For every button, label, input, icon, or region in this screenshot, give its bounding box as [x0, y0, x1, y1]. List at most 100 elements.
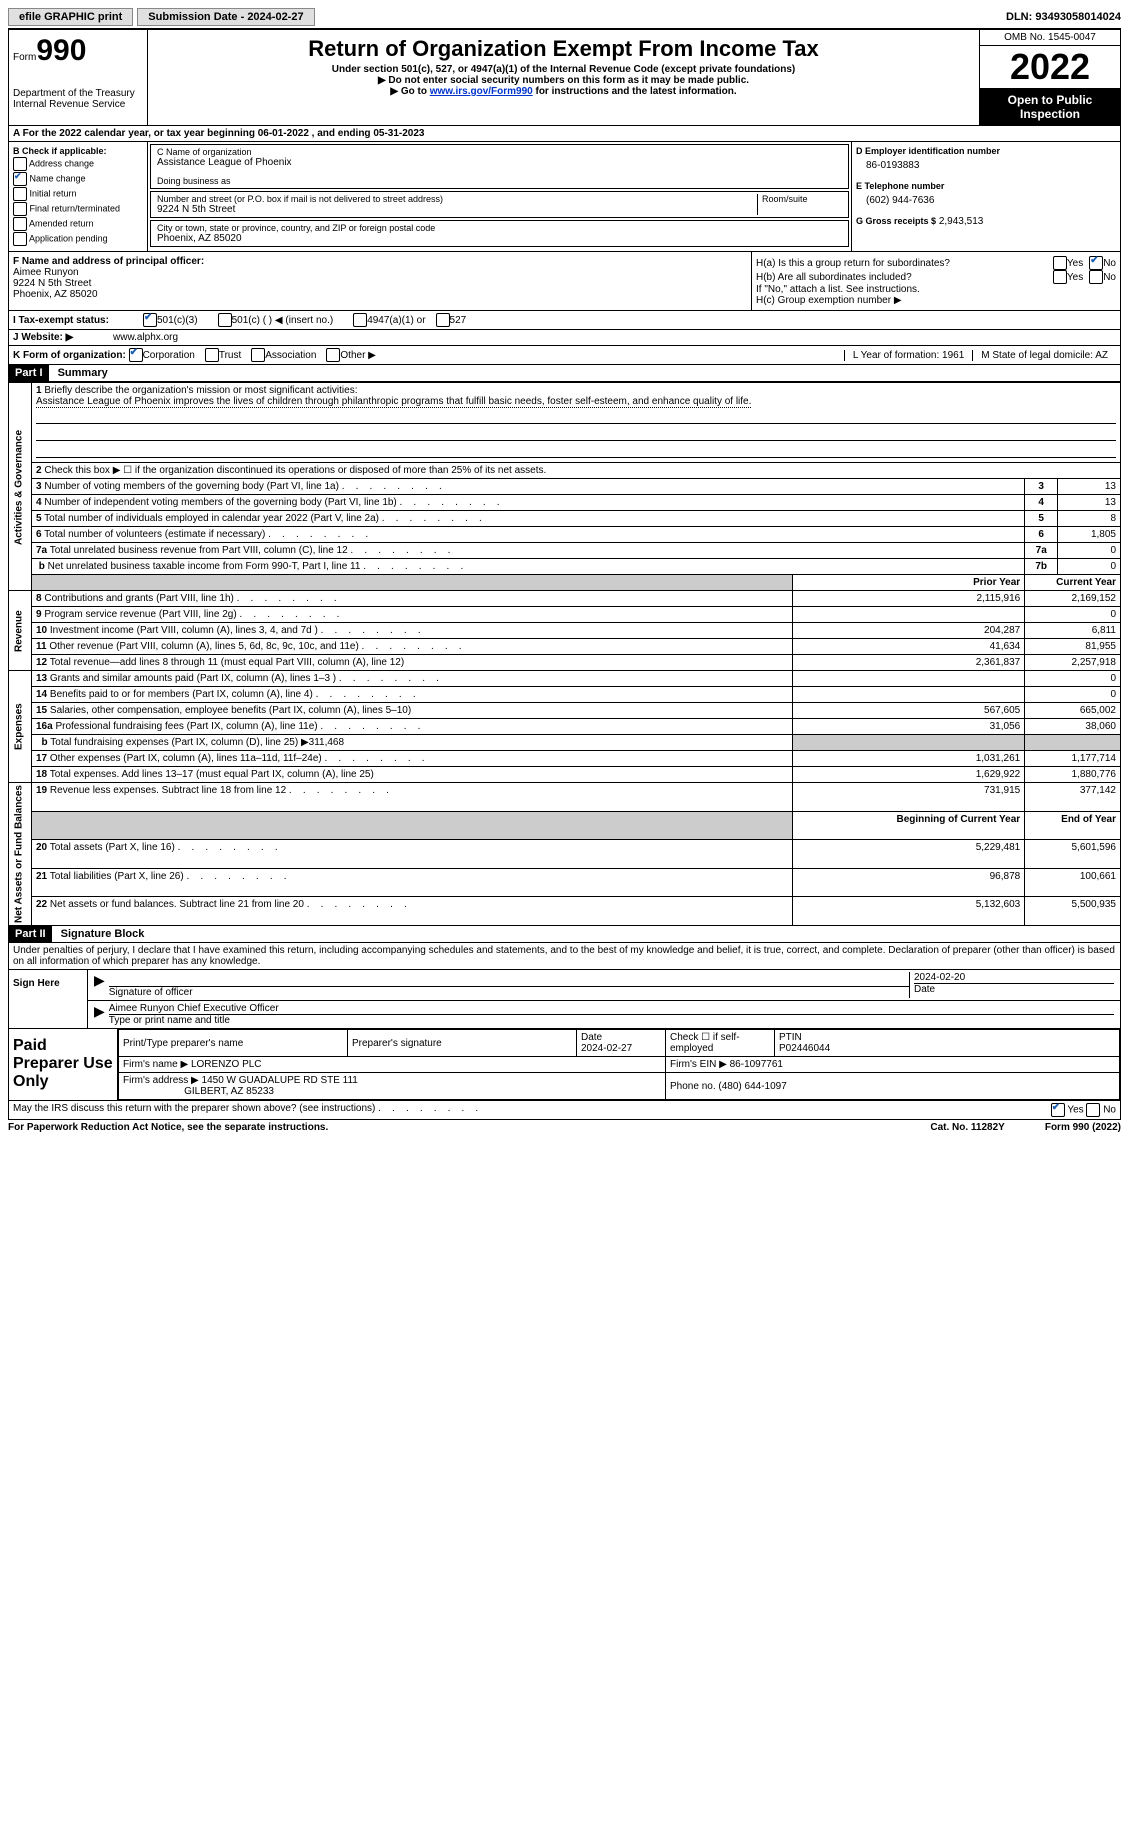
line12-label: Total revenue—add lines 8 through 11 (mu… [50, 657, 404, 668]
col-c-name-address: C Name of organization Assistance League… [148, 142, 851, 251]
line19-prior: 731,915 [792, 783, 1024, 812]
hb-yes-checkbox[interactable] [1053, 270, 1067, 284]
line8-label: Contributions and grants (Part VIII, lin… [44, 593, 336, 604]
discuss-label: May the IRS discuss this return with the… [13, 1103, 478, 1117]
amended-return-checkbox[interactable] [13, 217, 27, 231]
application-pending-checkbox[interactable] [13, 232, 27, 246]
part1-title: Summary [52, 367, 108, 379]
m-state-domicile: M State of legal domicile: AZ [972, 350, 1116, 361]
line20-prior: 5,229,481 [792, 840, 1024, 869]
amended-return-label: Amended return [29, 218, 94, 228]
gross-receipts-value: 2,943,513 [939, 216, 984, 227]
initial-return-label: Initial return [30, 188, 77, 198]
part1-header: Part I Summary [8, 365, 1121, 382]
ha-label: H(a) Is this a group return for subordin… [756, 258, 1053, 269]
firm-ein-value: 86-1097761 [730, 1059, 783, 1070]
line18-current: 1,880,776 [1025, 767, 1121, 783]
firm-addr-label: Firm's address ▶ [123, 1075, 199, 1086]
hb-no-checkbox[interactable] [1089, 270, 1103, 284]
line22-label: Net assets or fund balances. Subtract li… [50, 899, 407, 910]
line6-value: 1,805 [1058, 527, 1121, 543]
line13-label: Grants and similar amounts paid (Part IX… [50, 673, 439, 684]
officer-addr1: 9224 N 5th Street [13, 278, 747, 289]
firm-phone-value: (480) 644-1097 [718, 1081, 786, 1092]
phone-value: (602) 944-7636 [856, 191, 1116, 216]
line18-label: Total expenses. Add lines 13–17 (must eq… [50, 769, 374, 780]
go-suffix: for instructions and the latest informat… [533, 86, 737, 97]
form-title: Return of Organization Exempt From Incom… [152, 36, 975, 62]
line3-label: Number of voting members of the governin… [44, 481, 441, 492]
discuss-yes-checkbox[interactable] [1051, 1103, 1065, 1117]
hb-no-label: No [1103, 272, 1116, 283]
527-checkbox[interactable] [436, 313, 450, 327]
hb-note: If "No," attach a list. See instructions… [756, 284, 1116, 295]
final-return-checkbox[interactable] [13, 202, 27, 216]
line11-prior: 41,634 [792, 639, 1024, 655]
form990-link[interactable]: www.irs.gov/Form990 [430, 86, 533, 97]
ha-no-checkbox[interactable] [1089, 256, 1103, 270]
form-header: Form990 Department of the Treasury Inter… [8, 28, 1121, 126]
line20-label: Total assets (Part X, line 16) [50, 842, 278, 853]
final-return-label: Final return/terminated [30, 203, 121, 213]
line13-prior [792, 671, 1024, 687]
k-row: K Form of organization: Corporation Trus… [8, 346, 1121, 365]
line10-label: Investment income (Part VIII, column (A)… [50, 625, 421, 636]
tax-year: 2022 [980, 46, 1120, 89]
sig-date-value: 2024-02-20 [914, 972, 965, 983]
firm-addr1: 1450 W GUADALUPE RD STE 111 [202, 1075, 358, 1086]
assoc-checkbox[interactable] [251, 348, 265, 362]
topbar: efile GRAPHIC print Submission Date - 20… [8, 8, 1121, 26]
ha-no-label: No [1103, 258, 1116, 269]
firm-ein-label: Firm's EIN ▶ [670, 1059, 727, 1070]
discuss-row: May the IRS discuss this return with the… [8, 1101, 1121, 1120]
prep-sig-label: Preparer's signature [352, 1038, 442, 1049]
hb-label: H(b) Are all subordinates included? [756, 272, 1053, 283]
line22-current: 5,500,935 [1025, 897, 1121, 926]
ein-value: 86-0193883 [856, 156, 1116, 181]
col-de-ein-phone: D Employer identification number 86-0193… [851, 142, 1120, 251]
name-change-checkbox[interactable] [13, 172, 27, 186]
sig-date-label: Date [914, 983, 1114, 995]
line16b-label: Total fundraising expenses (Part IX, col… [50, 737, 344, 748]
501c-checkbox[interactable] [218, 313, 232, 327]
501c3-checkbox[interactable] [143, 313, 157, 327]
ha-yes-checkbox[interactable] [1053, 256, 1067, 270]
discuss-no-label: No [1103, 1105, 1116, 1116]
prep-print-label: Print/Type preparer's name [123, 1038, 243, 1049]
4947-checkbox[interactable] [353, 313, 367, 327]
officer-name: Aimee Runyon [13, 267, 747, 278]
line7a-value: 0 [1058, 543, 1121, 559]
status-i-label: I Tax-exempt status: [13, 315, 143, 326]
trust-checkbox[interactable] [205, 348, 219, 362]
part2-header: Part II Signature Block [8, 926, 1121, 943]
other-checkbox[interactable] [326, 348, 340, 362]
line7b-label: Net unrelated business taxable income fr… [48, 561, 464, 572]
line16a-prior: 31,056 [792, 719, 1024, 735]
line6-label: Total number of volunteers (estimate if … [44, 529, 368, 540]
line15-prior: 567,605 [792, 703, 1024, 719]
initial-return-checkbox[interactable] [13, 187, 27, 201]
dept-treasury: Department of the Treasury [13, 88, 143, 99]
l-year-formation: L Year of formation: 1961 [844, 350, 972, 361]
entity-block: B Check if applicable: Address change Na… [8, 142, 1121, 252]
submission-date-button[interactable]: Submission Date - 2024-02-27 [137, 8, 314, 26]
dln: DLN: 93493058014024 [1006, 11, 1121, 23]
line3-value: 13 [1058, 479, 1121, 495]
current-year-header: Current Year [1025, 575, 1121, 591]
omb-number: OMB No. 1545-0047 [980, 30, 1120, 46]
efile-print-button[interactable]: efile GRAPHIC print [8, 8, 133, 26]
trust-label: Trust [219, 350, 241, 361]
ein-label: D Employer identification number [856, 146, 1116, 156]
prior-year-header: Prior Year [792, 575, 1024, 591]
line14-label: Benefits paid to or for members (Part IX… [50, 689, 416, 700]
address-change-checkbox[interactable] [13, 157, 27, 171]
discuss-no-checkbox[interactable] [1086, 1103, 1100, 1117]
org-name-label: C Name of organization [157, 147, 842, 157]
line8-prior: 2,115,916 [792, 591, 1024, 607]
sig-officer-label: Signature of officer [109, 987, 193, 998]
begin-year-header: Beginning of Current Year [792, 811, 1024, 840]
line14-prior [792, 687, 1024, 703]
corp-label: Corporation [143, 350, 195, 361]
corp-checkbox[interactable] [129, 348, 143, 362]
part2-title: Signature Block [55, 928, 145, 940]
